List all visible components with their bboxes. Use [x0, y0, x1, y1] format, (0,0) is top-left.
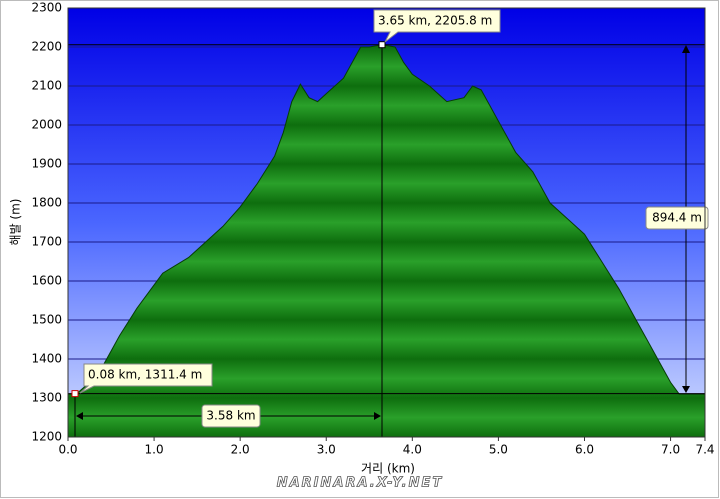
x-tick-label: 4.0 [403, 443, 422, 457]
x-axis-title: 거리 (km) [361, 462, 415, 476]
y-tick-label: 1700 [31, 235, 62, 249]
x-tick-label: 5.0 [489, 443, 508, 457]
x-tick-label: 2.0 [231, 443, 250, 457]
y-tick-label: 2000 [31, 118, 62, 132]
annotation-box [645, 206, 709, 230]
x-tick-label: 7.0 [661, 443, 680, 457]
y-tick-label: 1500 [31, 313, 62, 327]
elevation-area [67, 44, 706, 438]
y-tick-label: 1600 [31, 274, 62, 288]
plot-border [67, 7, 706, 438]
y-tick-label: 2300 [31, 1, 62, 15]
annotation: 0.08 km, 1311.4 m [88, 368, 202, 382]
x-tick-label: 6.0 [575, 443, 594, 457]
annotation: 3.58 km [206, 409, 255, 423]
annotation-box [373, 9, 501, 43]
y-tick-label: 1200 [31, 430, 62, 444]
annotation-box [79, 363, 213, 394]
x-tick-label: 1.0 [145, 443, 164, 457]
y-axis-title: 해발 (m) [9, 199, 23, 246]
y-tick-label: 2200 [31, 40, 62, 54]
annotation: 3.65 km, 2205.8 m [378, 14, 492, 28]
max-marker [378, 41, 386, 49]
y-tick-label: 1300 [31, 391, 62, 405]
x-tick-label: 3.0 [317, 443, 336, 457]
y-tick-label: 2100 [31, 79, 62, 93]
annotation: 894.4 m [652, 211, 702, 225]
x-tick-label: 7.4 [695, 443, 714, 457]
y-tick-label: 1900 [31, 157, 62, 171]
watermark: NARINARA.X-Y.NET [277, 476, 444, 491]
y-tick-label: 1800 [31, 196, 62, 210]
x-tick-label: 0.0 [58, 443, 77, 457]
annotation-box [201, 404, 261, 428]
min-marker [71, 390, 79, 398]
y-tick-label: 1400 [31, 352, 62, 366]
